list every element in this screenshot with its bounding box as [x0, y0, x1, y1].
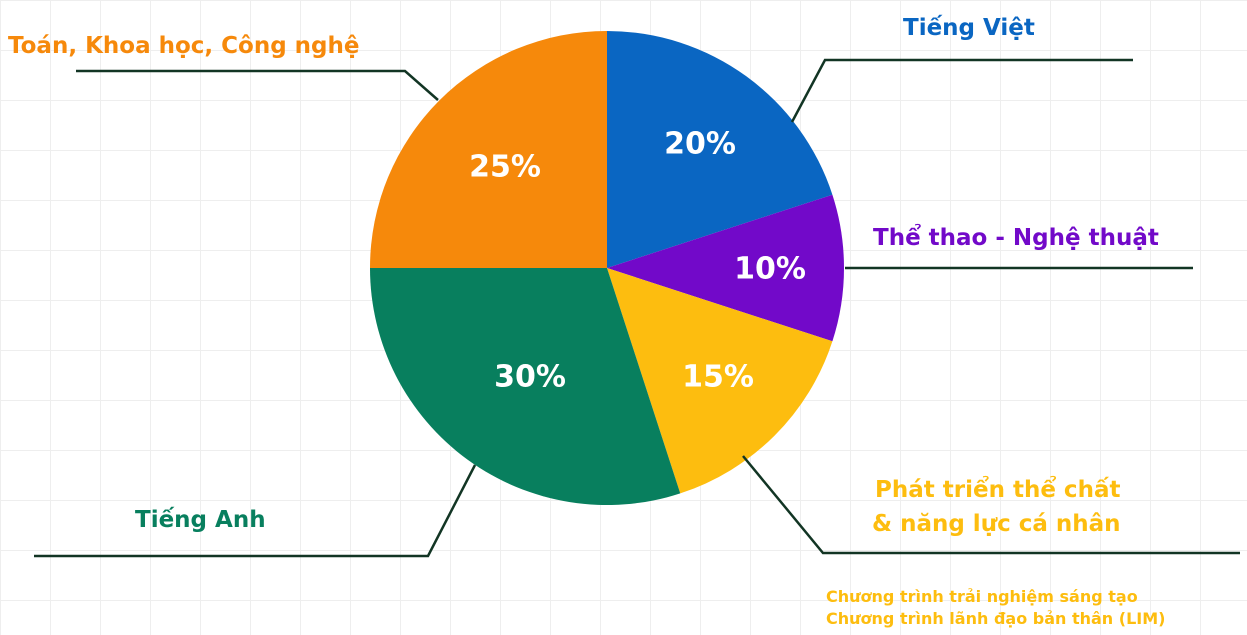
- label-phat-trien-line-2: & năng lực cá nhân: [872, 511, 1121, 537]
- leader-line-tieng-viet: [790, 58, 1133, 123]
- slice-phat-trien-the-chat: [607, 268, 833, 494]
- pie-slices: [370, 31, 845, 506]
- label-toan-khoa-hoc-cong-nghe: Toán, Khoa học, Công nghệ: [8, 33, 360, 59]
- slice-the-thao-nghe-thuat: [607, 194, 845, 342]
- label-the-thao-nghe-thuat: Thể thao - Nghệ thuật: [873, 225, 1159, 251]
- leader-lines: [34, 58, 1240, 558]
- percent-label-the-thao-nghe-thuat: 10%: [734, 252, 806, 287]
- percent-labels: 20% 10% 15% 30% 25%: [469, 127, 806, 395]
- annotation-line-1: Chương trình trải nghiệm sáng tạo: [826, 587, 1138, 606]
- slice-toan-khoa-hoc-cong-nghe: [370, 31, 607, 268]
- percent-label-toan-khoa-hoc-cong-nghe: 25%: [469, 150, 541, 185]
- percent-label-phat-trien-the-chat: 15%: [682, 360, 754, 395]
- label-phat-trien-line-1: Phát triển thể chất: [875, 477, 1121, 503]
- slice-tieng-viet: [607, 31, 833, 268]
- leader-line-toan-khoa-hoc-cong-nghe: [76, 69, 439, 101]
- percent-label-tieng-anh: 30%: [494, 360, 566, 395]
- leader-line-phat-trien-the-chat: [742, 455, 1240, 555]
- percent-label-tieng-viet: 20%: [664, 127, 736, 162]
- label-tieng-viet: Tiếng Việt: [903, 15, 1035, 41]
- label-tieng-anh: Tiếng Anh: [135, 507, 266, 533]
- leader-line-tieng-anh: [34, 464, 477, 558]
- slice-tieng-anh: [370, 268, 681, 506]
- annotation-line-2: Chương trình lãnh đạo bản thân (LIM): [826, 609, 1166, 628]
